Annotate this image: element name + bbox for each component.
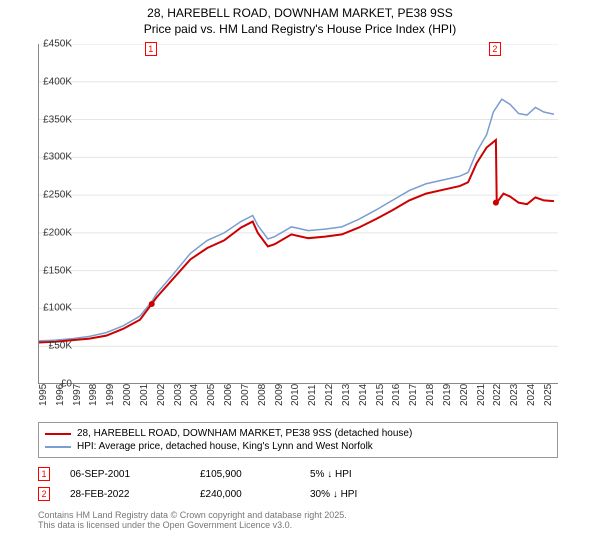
x-axis-label: 2009: [274, 384, 285, 406]
sale-price: £240,000: [200, 489, 290, 500]
x-axis-label: 2001: [139, 384, 150, 406]
sale-delta: 5% ↓ HPI: [310, 469, 352, 480]
sale-marker: 1: [145, 42, 157, 56]
x-axis-label: 2019: [442, 384, 453, 406]
x-axis-label: 2015: [375, 384, 386, 406]
y-axis-label: £100K: [43, 303, 72, 314]
x-axis-label: 2017: [408, 384, 419, 406]
sale-row-marker: 1: [38, 467, 50, 481]
x-axis-label: 1998: [88, 384, 99, 406]
x-axis-label: 2004: [189, 384, 200, 406]
x-axis-label: 2007: [240, 384, 251, 406]
legend-label: HPI: Average price, detached house, King…: [77, 441, 373, 452]
y-axis-label: £200K: [43, 227, 72, 238]
x-axis-label: 2000: [122, 384, 133, 406]
attribution: Contains HM Land Registry data © Crown c…: [38, 510, 558, 530]
y-axis-label: £400K: [43, 76, 72, 87]
x-axis-label: 1999: [105, 384, 116, 406]
y-axis-label: £300K: [43, 152, 72, 163]
x-axis-label: 2006: [223, 384, 234, 406]
x-axis-label: 2024: [526, 384, 537, 406]
legend: 28, HAREBELL ROAD, DOWNHAM MARKET, PE38 …: [38, 422, 558, 458]
x-axis-label: 2020: [459, 384, 470, 406]
sale-price: £105,900: [200, 469, 290, 480]
legend-label: 28, HAREBELL ROAD, DOWNHAM MARKET, PE38 …: [77, 428, 412, 439]
sale-row: 1 06-SEP-2001 £105,900 5% ↓ HPI: [38, 464, 558, 484]
x-axis-label: 2008: [257, 384, 268, 406]
x-axis-label: 2003: [173, 384, 184, 406]
y-axis-label: £150K: [43, 265, 72, 276]
legend-item: HPI: Average price, detached house, King…: [45, 440, 551, 453]
sale-date: 28-FEB-2022: [70, 489, 180, 500]
x-axis-label: 1995: [38, 384, 49, 406]
x-axis-label: 1996: [55, 384, 66, 406]
x-axis-label: 2002: [156, 384, 167, 406]
x-axis-label: 2013: [341, 384, 352, 406]
sale-marker: 2: [489, 42, 501, 56]
sale-row-marker: 2: [38, 487, 50, 501]
x-axis-label: 2005: [206, 384, 217, 406]
attribution-line: This data is licensed under the Open Gov…: [38, 520, 558, 530]
legend-swatch: [45, 433, 71, 435]
chart-area: £0£50K£100K£150K£200K£250K£300K£350K£400…: [38, 44, 598, 416]
x-axis-label: 2010: [290, 384, 301, 406]
x-axis-label: 2021: [476, 384, 487, 406]
y-axis-label: £450K: [43, 39, 72, 50]
y-axis-label: £250K: [43, 190, 72, 201]
chart-title: 28, HAREBELL ROAD, DOWNHAM MARKET, PE38 …: [0, 0, 600, 22]
sales-table: 1 06-SEP-2001 £105,900 5% ↓ HPI2 28-FEB-…: [38, 464, 558, 504]
x-axis-label: 2025: [543, 384, 554, 406]
x-axis-label: 2022: [492, 384, 503, 406]
chart-svg: [38, 44, 558, 384]
x-axis-label: 2018: [425, 384, 436, 406]
chart-subtitle: Price paid vs. HM Land Registry's House …: [0, 22, 600, 44]
x-axis-label: 2014: [358, 384, 369, 406]
attribution-line: Contains HM Land Registry data © Crown c…: [38, 510, 558, 520]
x-axis-label: 2011: [307, 384, 318, 406]
x-axis-label: 2023: [509, 384, 520, 406]
x-axis-label: 1997: [72, 384, 83, 406]
sale-row: 2 28-FEB-2022 £240,000 30% ↓ HPI: [38, 484, 558, 504]
y-axis-label: £50K: [49, 341, 72, 352]
legend-item: 28, HAREBELL ROAD, DOWNHAM MARKET, PE38 …: [45, 427, 551, 440]
x-axis-label: 2012: [324, 384, 335, 406]
sale-delta: 30% ↓ HPI: [310, 489, 357, 500]
legend-swatch: [45, 446, 71, 448]
x-axis-label: 2016: [391, 384, 402, 406]
y-axis-label: £350K: [43, 114, 72, 125]
sale-date: 06-SEP-2001: [70, 469, 180, 480]
